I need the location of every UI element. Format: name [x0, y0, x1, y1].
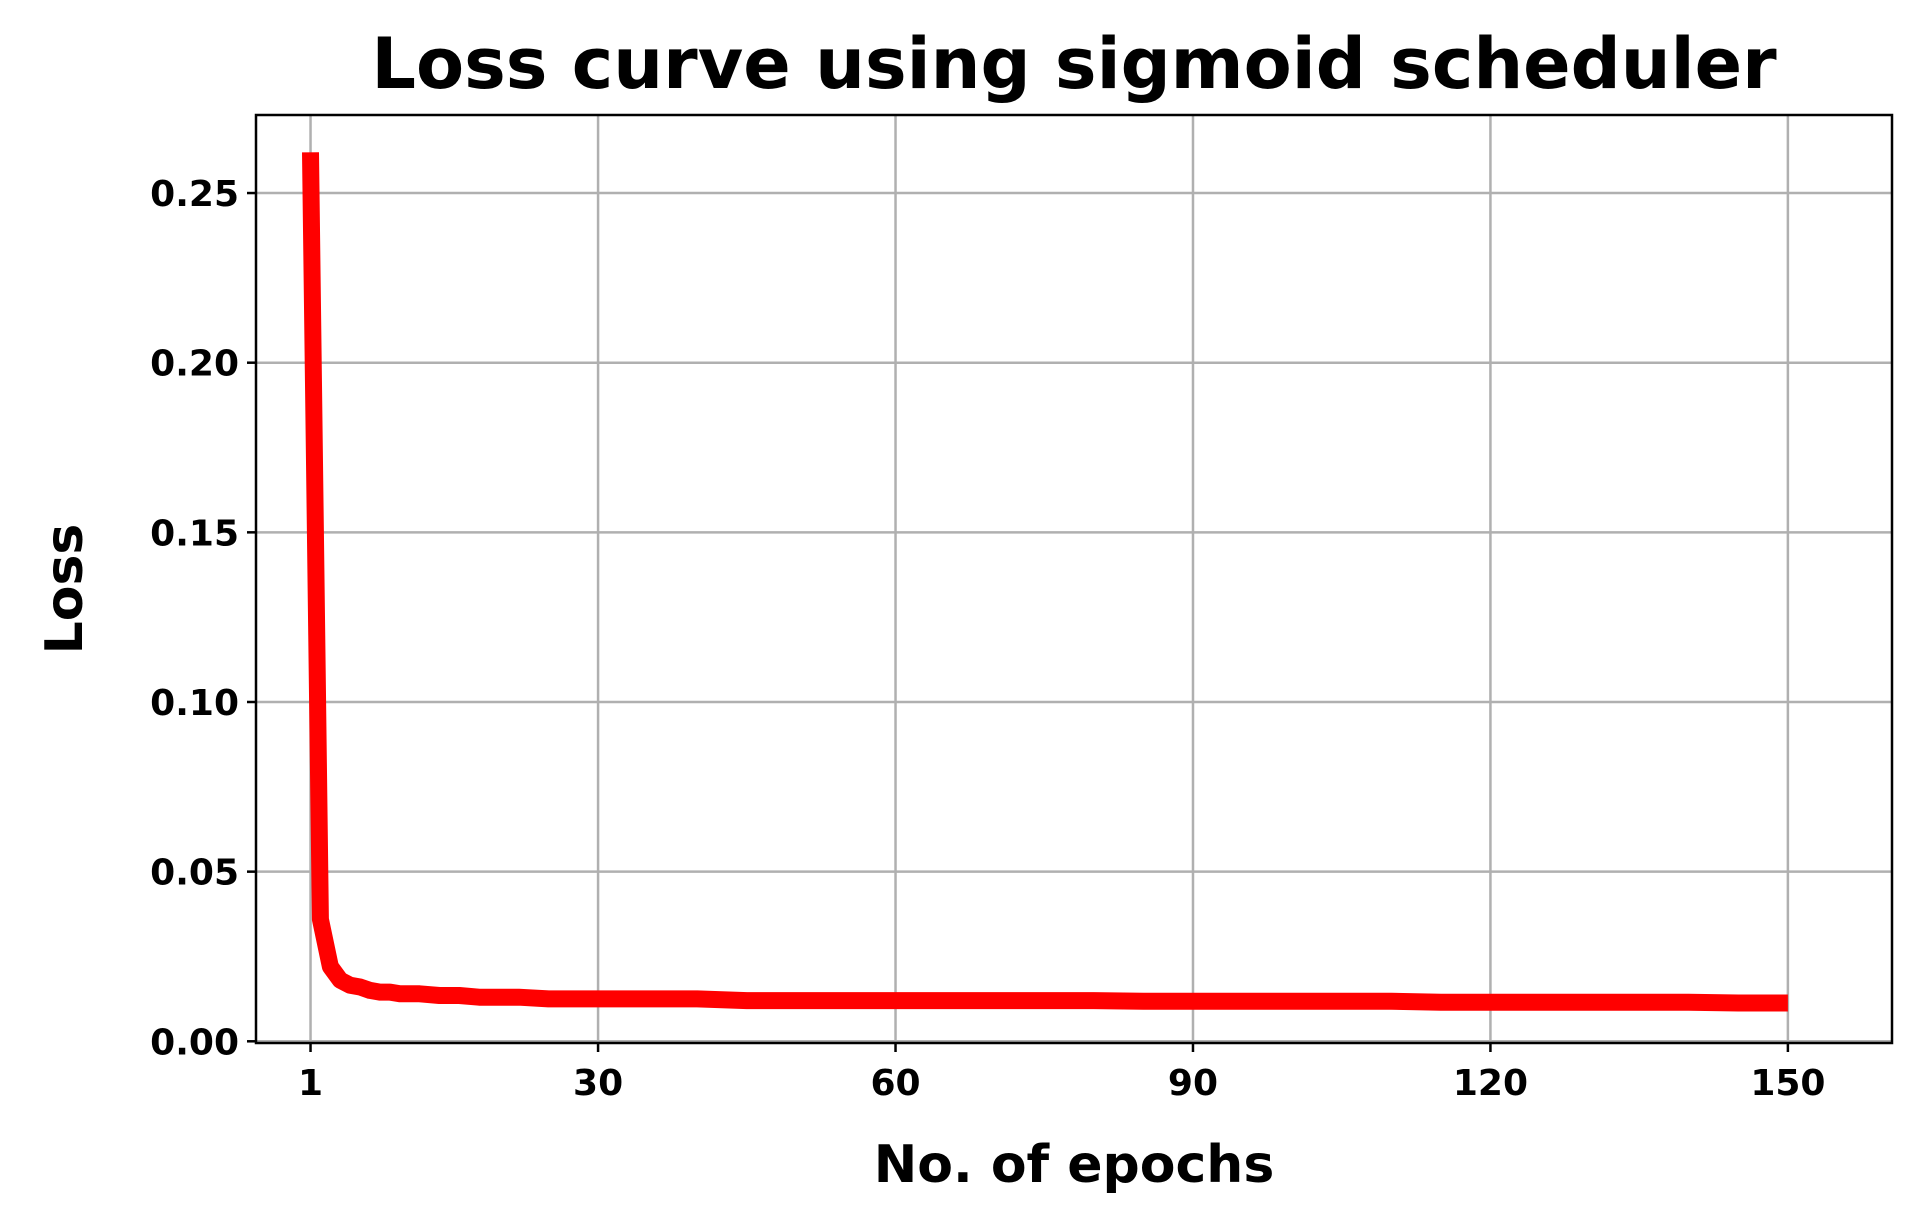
- x-tick-label: 120: [1453, 1063, 1528, 1104]
- x-tick-label: 30: [573, 1063, 623, 1104]
- y-tick-label: 0.05: [150, 853, 239, 894]
- tick-layer: 1 30 60 90 120 150 0.00 0.05 0.10 0.15 0.20 0.25: [150, 174, 1825, 1104]
- y-axis-label: Loss: [35, 524, 95, 655]
- x-tick-label: 150: [1750, 1063, 1825, 1104]
- y-tick-label: 0.10: [150, 683, 239, 724]
- axes-frame: [254, 113, 1894, 1045]
- x-tick-label: 60: [870, 1063, 920, 1104]
- grid-layer: [256, 115, 1892, 1043]
- x-tick-label: 1: [298, 1063, 323, 1104]
- y-tick-label: 0.25: [150, 174, 239, 215]
- x-tick-label: 90: [1168, 1063, 1218, 1104]
- loss-series-line: [302, 152, 1788, 1012]
- x-axis-label: No. of epochs: [874, 1135, 1275, 1195]
- y-tick-label: 0.00: [150, 1022, 239, 1063]
- y-tick-label: 0.20: [150, 344, 239, 385]
- chart-title: Loss curve using sigmoid scheduler: [371, 23, 1777, 105]
- y-tick-label: 0.15: [150, 513, 239, 554]
- data-layer: [302, 152, 1788, 1012]
